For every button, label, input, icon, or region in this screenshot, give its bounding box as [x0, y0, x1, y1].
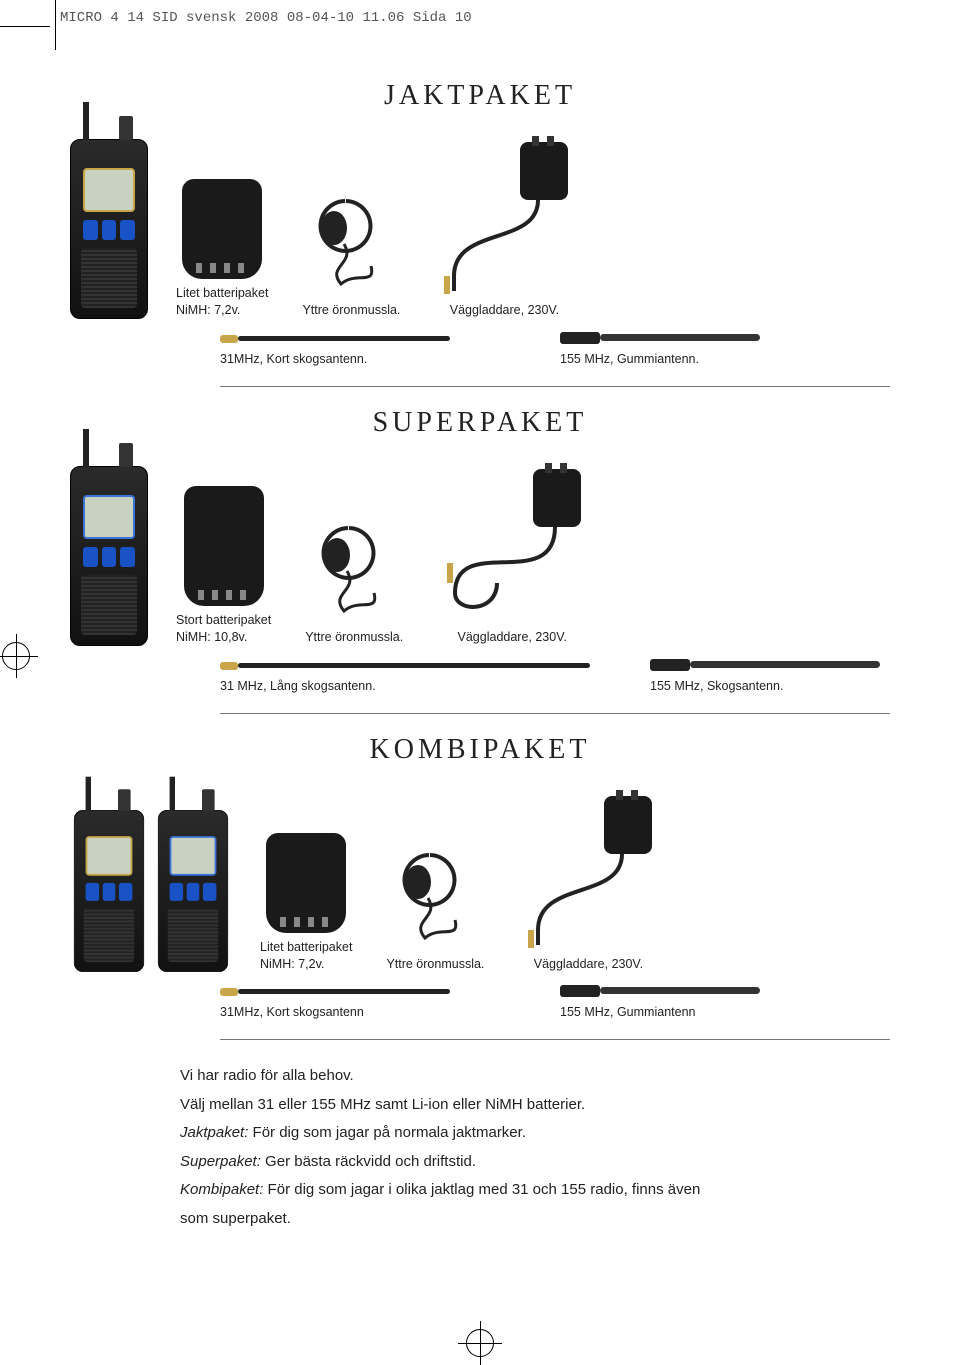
radio-icon [70, 139, 148, 319]
superpaket-title: SUPERPAKET [70, 407, 890, 439]
earpiece-caption: Yttre öronmussla. [386, 956, 484, 973]
body-text: Vi har radio för alla behov. Välj mellan… [180, 1062, 860, 1233]
kombipaket-title: KOMBIPAKET [70, 734, 890, 766]
body-line3: Jaktpaket: För dig som jagar på normala … [180, 1119, 860, 1148]
jaktpaket-row2: 31MHz, Kort skogsantenn. 155 MHz, Gummia… [220, 329, 890, 368]
antenna1-caption: 31MHz, Kort skogsantenn. [220, 351, 367, 368]
body-line2: Välj mellan 31 eller 155 MHz samt Li-ion… [180, 1091, 860, 1120]
antenna-short-icon: 31MHz, Kort skogsantenn. [220, 331, 450, 368]
body-line3-label: Jaktpaket: [180, 1124, 248, 1141]
battery-icon: Litet batteripaket NiMH: 7,2v. [260, 833, 352, 973]
antenna2-caption: 155 MHz, Gummiantenn [560, 1004, 695, 1021]
body-line4-label: Superpaket: [180, 1153, 261, 1170]
superpaket-row1: Stort batteripaket NiMH: 10,8v. Yttre ör… [70, 463, 890, 646]
earpiece-caption: Yttre öronmussla. [302, 302, 400, 319]
divider [220, 1039, 890, 1040]
body-line5-label: Kombipaket: [180, 1181, 263, 1198]
charger-caption: Väggladdare, 230V. [534, 956, 643, 973]
print-header: MICRO 4 14 SID svensk 2008 08-04-10 11.0… [60, 10, 472, 26]
earpiece-icon: Yttre öronmussla. [296, 186, 406, 319]
antenna-rubber-icon: 155 MHz, Gummiantenn [560, 982, 760, 1021]
body-line3-rest: För dig som jagar på normala jaktmarker. [248, 1124, 526, 1141]
antenna1-caption: 31 MHz, Lång skogsantenn. [220, 678, 376, 695]
twin-radio-icon [70, 792, 232, 972]
page-content: JAKTPAKET Litet batteripaket NiMH: 7,2v.… [70, 60, 890, 1233]
battery-icon: Stort batteripaket NiMH: 10,8v. [176, 486, 271, 646]
earpiece-icon: Yttre öronmussla. [299, 513, 409, 646]
jaktpaket-row1: Litet batteripaket NiMH: 7,2v. Yttre öro… [70, 136, 890, 319]
crop-mark [0, 26, 50, 27]
superpaket-row2: 31 MHz, Lång skogsantenn. 155 MHz, Skogs… [220, 656, 890, 695]
divider [220, 386, 890, 387]
kombipaket-row1: Litet batteripaket NiMH: 7,2v. Yttre öro… [70, 790, 890, 973]
antenna-rubber-icon: 155 MHz, Gummiantenn. [560, 329, 760, 368]
antenna1-caption: 31MHz, Kort skogsantenn [220, 1004, 364, 1021]
antenna-long-icon: 31 MHz, Lång skogsantenn. [220, 658, 590, 695]
body-line5: Kombipaket: För dig som jagar i olika ja… [180, 1176, 860, 1205]
kombipaket-row2: 31MHz, Kort skogsantenn 155 MHz, Gummian… [220, 982, 890, 1021]
battery-caption: Litet batteripaket NiMH: 7,2v. [176, 285, 268, 319]
body-line5-rest: För dig som jagar i olika jaktlag med 31… [263, 1181, 700, 1198]
crop-mark [55, 0, 56, 50]
divider [220, 713, 890, 714]
earpiece-caption: Yttre öronmussla. [305, 629, 403, 646]
radio-icon [70, 466, 148, 646]
antenna-rubber-icon: 155 MHz, Skogsantenn. [650, 656, 880, 695]
mic-icon: Väggladdare, 230V. [434, 136, 574, 319]
charger-caption: Väggladdare, 230V. [458, 629, 567, 646]
charger-icon: Väggladdare, 230V. [437, 463, 587, 646]
battery-caption: Stort batteripaket NiMH: 10,8v. [176, 612, 271, 646]
charger-caption: Väggladdare, 230V. [450, 302, 559, 319]
mic-icon: Väggladdare, 230V. [518, 790, 658, 973]
body-line6: som superpaket. [180, 1205, 860, 1234]
battery-caption: Litet batteripaket NiMH: 7,2v. [260, 939, 352, 973]
earpiece-icon: Yttre öronmussla. [380, 840, 490, 973]
body-line1: Vi har radio för alla behov. [180, 1062, 860, 1091]
jaktpaket-title: JAKTPAKET [70, 80, 890, 112]
antenna2-caption: 155 MHz, Gummiantenn. [560, 351, 699, 368]
battery-icon: Litet batteripaket NiMH: 7,2v. [176, 179, 268, 319]
antenna-short-icon: 31MHz, Kort skogsantenn [220, 984, 450, 1021]
antenna2-caption: 155 MHz, Skogsantenn. [650, 678, 783, 695]
body-line4-rest: Ger bästa räckvidd och driftstid. [261, 1153, 476, 1170]
body-line4: Superpaket: Ger bästa räckvidd och drift… [180, 1148, 860, 1177]
